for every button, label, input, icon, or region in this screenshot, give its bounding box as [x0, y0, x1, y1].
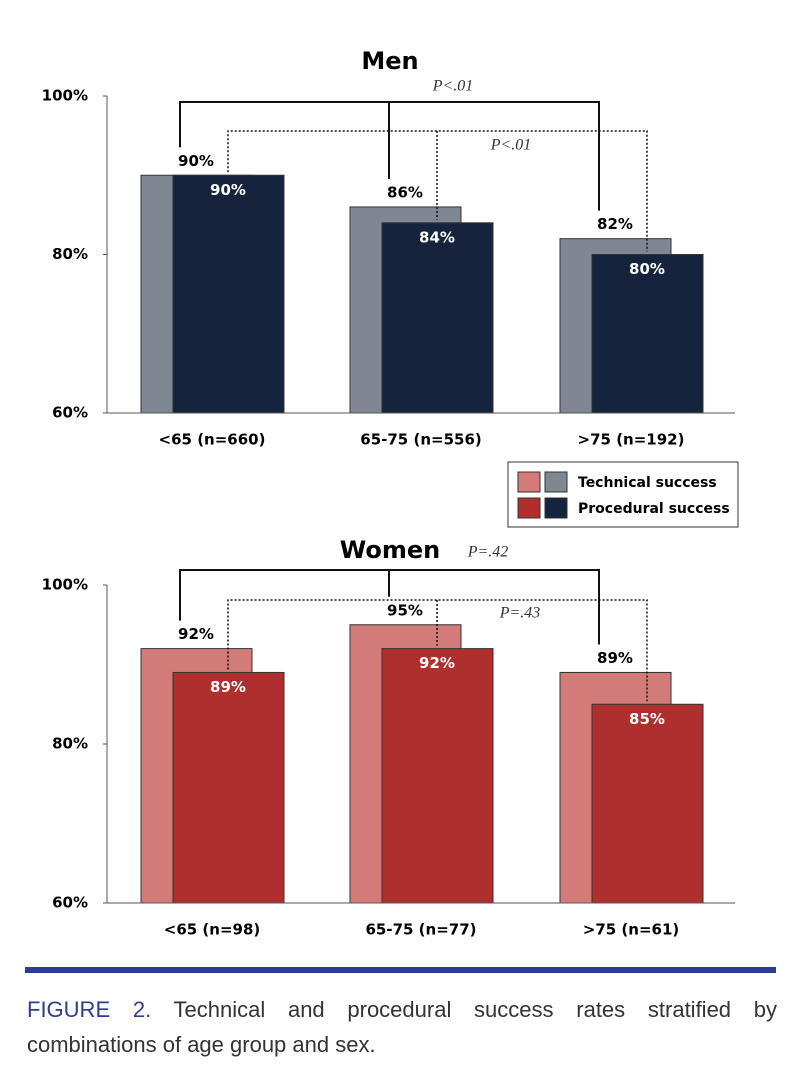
y-tick-label: 60% [52, 894, 88, 912]
caption-label: FIGURE 2. [27, 997, 152, 1022]
value-label: 90% [210, 181, 246, 199]
p-value: P=.42 [467, 544, 509, 561]
significance-bracket [179, 101, 600, 211]
legend-label: Technical success [578, 475, 717, 491]
legend-swatch [517, 471, 541, 493]
chart-title: Women [340, 536, 440, 564]
bar [381, 222, 494, 414]
y-tick-label: 100% [42, 87, 88, 105]
bar [591, 703, 704, 904]
value-label: 85% [629, 710, 665, 728]
significance-bracket [227, 599, 648, 702]
x-tick-label: >75 (n=61) [583, 921, 680, 939]
x-tick-label: 65-75 (n=77) [365, 921, 476, 939]
value-label: 89% [210, 678, 246, 696]
value-label: 89% [597, 649, 633, 667]
significance-bracket [179, 569, 600, 645]
legend-label: Procedural success [578, 501, 730, 517]
value-label: 95% [387, 601, 423, 619]
value-label: 92% [178, 625, 214, 643]
label-bg [464, 544, 512, 562]
y-tick-label: 80% [52, 245, 88, 263]
label-bg [487, 137, 535, 155]
divider [25, 967, 776, 973]
bar [591, 254, 704, 414]
p-value: P=.43 [499, 605, 541, 622]
value-label: 86% [387, 183, 423, 201]
p-value: P<.01 [432, 78, 474, 95]
y-tick-label: 60% [52, 404, 88, 422]
caption: FIGURE 2. Technical and procedural succe… [27, 992, 777, 1062]
y-tick-label: 100% [42, 576, 88, 594]
significance-bracket [227, 130, 648, 252]
figure: Men 60% 80% 100% <65 (n=660) 90% 90% 65-75 (n=5… [25, 47, 776, 973]
x-tick-label: <65 (n=660) [159, 431, 266, 449]
x-tick-label: <65 (n=98) [164, 921, 261, 939]
legend-swatch [544, 497, 568, 519]
bar [172, 174, 285, 414]
legend-swatch [544, 471, 568, 493]
value-label: 92% [419, 654, 455, 672]
caption-text: Technical and procedural success rates s… [27, 997, 777, 1057]
chart-title: Men [361, 47, 418, 75]
label-bg [496, 605, 544, 623]
legend-swatch [517, 497, 541, 519]
value-label: 82% [597, 215, 633, 233]
y-tick-label: 80% [52, 735, 88, 753]
value-label: 90% [178, 152, 214, 170]
p-value: P<.01 [490, 137, 532, 154]
bar [172, 671, 285, 904]
bar [381, 648, 494, 904]
x-tick-label: 65-75 (n=556) [360, 431, 481, 449]
legend-box [507, 461, 739, 528]
value-label: 84% [419, 228, 455, 246]
label-bg [429, 78, 477, 96]
value-label: 80% [629, 260, 665, 278]
x-tick-label: >75 (n=192) [578, 431, 685, 449]
